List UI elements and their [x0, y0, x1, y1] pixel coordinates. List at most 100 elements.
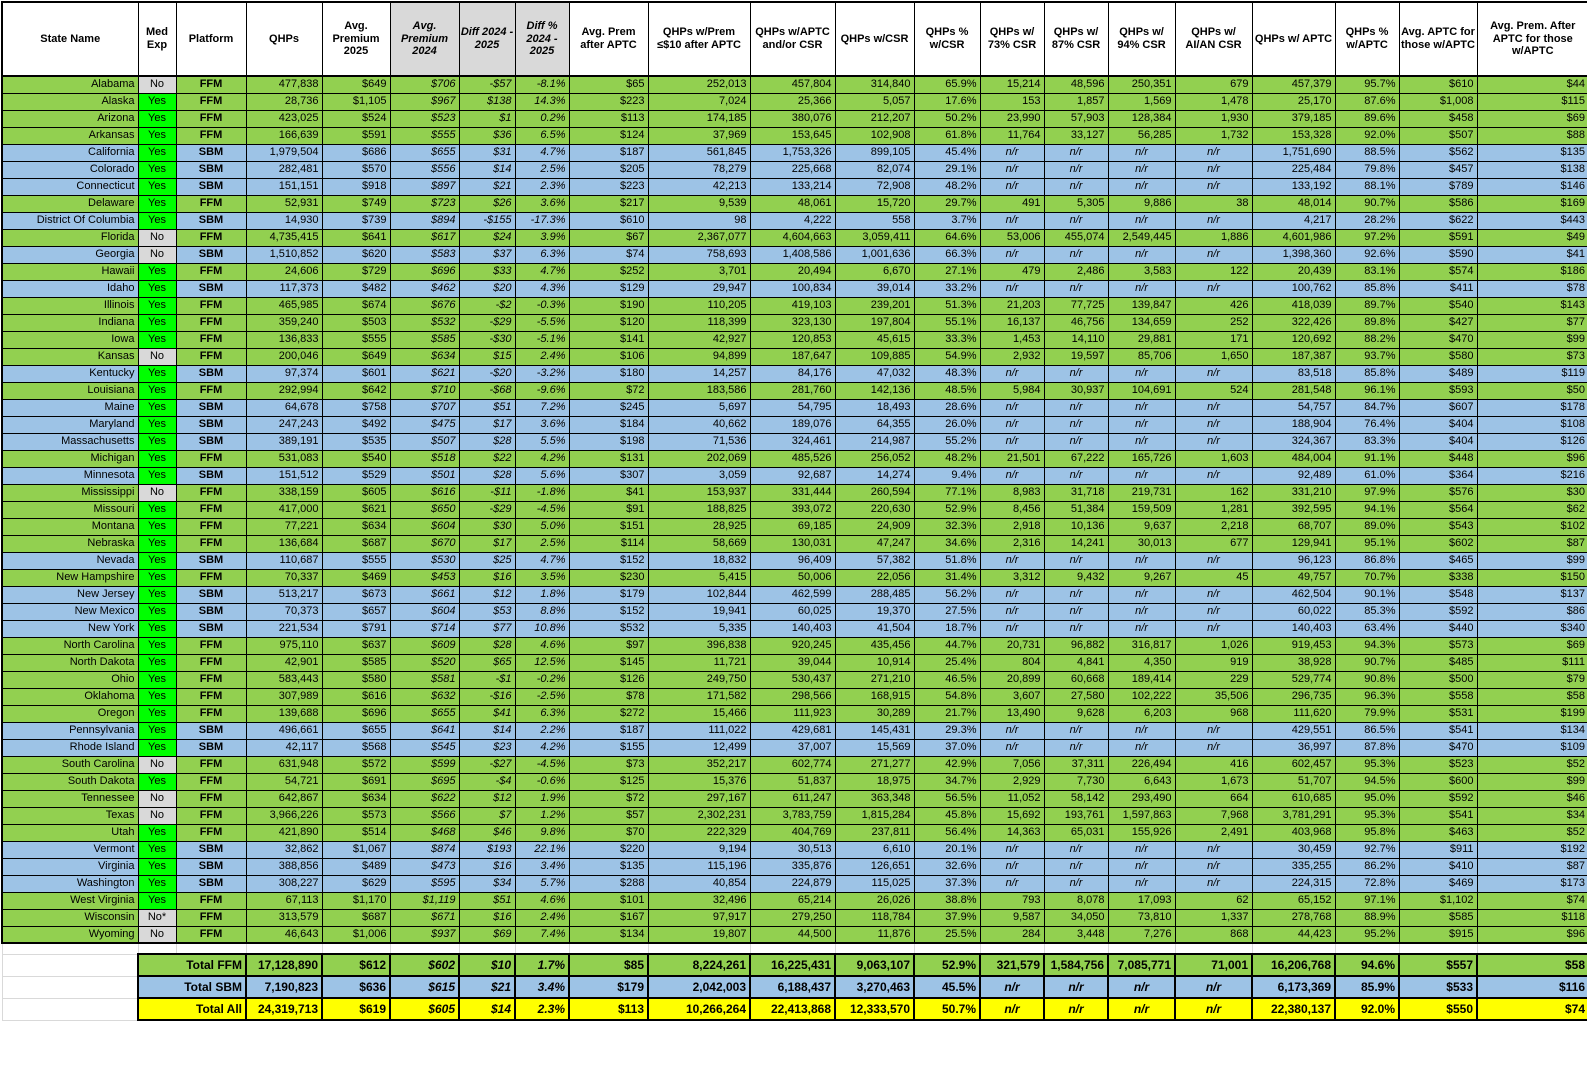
cell-avg-prem-after-aptc-w-aptc[interactable]: $87	[1476, 534, 1587, 553]
cell-qhps-73-csr[interactable]: n/r	[979, 602, 1045, 621]
cell-qhps-aian-csr[interactable]: 62	[1174, 891, 1253, 910]
empty-cell[interactable]	[245, 942, 323, 955]
cell-qhps-aptc-or-csr[interactable]: 279,250	[749, 908, 836, 927]
cell-diff-pct-2024-2025[interactable]: 4.7%	[514, 143, 570, 162]
cell-qhps-pct-csr[interactable]: 32.6%	[913, 857, 981, 876]
cell-qhps-prem-le-10-after-aptc[interactable]: 5,697	[647, 398, 751, 417]
cell-qhps-csr[interactable]: 11,876	[834, 925, 915, 944]
empty-cell[interactable]	[647, 942, 751, 955]
cell-diff-pct-2024-2025[interactable]: 1.8%	[514, 585, 570, 604]
cell-avg-premium-2025[interactable]: $489	[321, 857, 391, 876]
cell-qhps[interactable]: 465,985	[245, 296, 323, 315]
state-name-cell[interactable]: Maine	[1, 398, 139, 417]
state-name-cell[interactable]: Colorado	[1, 160, 139, 179]
cell-diff-pct-2024-2025[interactable]: -5.1%	[514, 330, 570, 349]
cell-avg-prem-after-aptc-w-aptc[interactable]: $52	[1476, 823, 1587, 842]
total-cell-avg-premium-2024[interactable]: $602	[389, 953, 460, 977]
cell-qhps-aptc[interactable]: 462,504	[1251, 585, 1336, 604]
cell-qhps[interactable]: 359,240	[245, 313, 323, 332]
cell-avg-prem-after-aptc[interactable]: $230	[568, 568, 649, 587]
empty-cell[interactable]	[389, 942, 460, 955]
cell-diff-pct-2024-2025[interactable]: 8.8%	[514, 602, 570, 621]
cell-avg-premium-2024[interactable]: $894	[389, 211, 460, 230]
cell-qhps-aptc-or-csr[interactable]: 30,513	[749, 840, 836, 859]
cell-qhps[interactable]: 24,606	[245, 262, 323, 281]
cell-qhps-aptc-or-csr[interactable]: 65,214	[749, 891, 836, 910]
cell-avg-premium-2024[interactable]: $655	[389, 143, 460, 162]
cell-avg-premium-2024[interactable]: $604	[389, 602, 460, 621]
cell-qhps-pct-csr[interactable]: 34.7%	[913, 772, 981, 791]
cell-avg-aptc-w-aptc[interactable]: $607	[1398, 398, 1478, 417]
cell-avg-aptc-w-aptc[interactable]: $602	[1398, 534, 1478, 553]
cell-qhps-csr[interactable]: 239,201	[834, 296, 915, 315]
cell-qhps-87-csr[interactable]: 77,725	[1043, 296, 1109, 315]
med-exp-cell[interactable]: Yes	[137, 857, 177, 876]
cell-qhps-94-csr[interactable]: 159,509	[1107, 500, 1176, 519]
cell-qhps-aptc-or-csr[interactable]: 281,760	[749, 381, 836, 400]
cell-avg-aptc-w-aptc[interactable]: $485	[1398, 653, 1478, 672]
state-name-cell[interactable]: Missouri	[1, 500, 139, 519]
cell-avg-aptc-w-aptc[interactable]: $911	[1398, 840, 1478, 859]
cell-qhps-73-csr[interactable]: 20,899	[979, 670, 1045, 689]
cell-avg-prem-after-aptc[interactable]: $190	[568, 296, 649, 315]
cell-diff-pct-2024-2025[interactable]: 7.4%	[514, 925, 570, 944]
cell-qhps-87-csr[interactable]: 67,222	[1043, 449, 1109, 468]
med-exp-cell[interactable]: No	[137, 806, 177, 825]
cell-qhps-73-csr[interactable]: 13,490	[979, 704, 1045, 723]
cell-diff-pct-2024-2025[interactable]: -3.2%	[514, 364, 570, 383]
cell-qhps-94-csr[interactable]: 73,810	[1107, 908, 1176, 927]
cell-avg-premium-2024[interactable]: $609	[389, 636, 460, 655]
cell-qhps-aptc-or-csr[interactable]: 44,500	[749, 925, 836, 944]
empty-cell[interactable]	[1, 942, 139, 955]
cell-qhps-pct-aptc[interactable]: 87.6%	[1334, 92, 1400, 111]
cell-diff-pct-2024-2025[interactable]: -8.1%	[514, 75, 570, 94]
cell-qhps-73-csr[interactable]: n/r	[979, 398, 1045, 417]
cell-qhps-csr[interactable]: 22,056	[834, 568, 915, 587]
cell-qhps-73-csr[interactable]: 284	[979, 925, 1045, 944]
state-name-cell[interactable]: Wisconsin	[1, 908, 139, 927]
state-name-cell[interactable]: Massachusetts	[1, 432, 139, 451]
cell-qhps[interactable]: 3,966,226	[245, 806, 323, 825]
cell-qhps-pct-aptc[interactable]: 96.3%	[1334, 687, 1400, 706]
cell-avg-premium-2024[interactable]: $475	[389, 415, 460, 434]
cell-qhps-aian-csr[interactable]: n/r	[1174, 738, 1253, 757]
cell-avg-prem-after-aptc-w-aptc[interactable]: $137	[1476, 585, 1587, 604]
empty-cell[interactable]	[913, 942, 981, 955]
cell-qhps-73-csr[interactable]: 2,932	[979, 347, 1045, 366]
cell-avg-prem-after-aptc[interactable]: $41	[568, 483, 649, 502]
total-cell-qhps-aptc[interactable]: 16,206,768	[1251, 953, 1336, 977]
cell-qhps[interactable]: 151,512	[245, 466, 323, 485]
cell-qhps-aptc-or-csr[interactable]: 224,879	[749, 874, 836, 893]
cell-avg-aptc-w-aptc[interactable]: $404	[1398, 415, 1478, 434]
total-cell-qhps-aian-csr[interactable]: n/r	[1174, 997, 1253, 1021]
cell-avg-premium-2024[interactable]: $617	[389, 228, 460, 247]
cell-qhps-pct-csr[interactable]: 66.3%	[913, 245, 981, 264]
platform-cell[interactable]: FFM	[175, 330, 247, 349]
total-cell-qhps-94-csr[interactable]: n/r	[1107, 997, 1176, 1021]
cell-qhps[interactable]: 28,736	[245, 92, 323, 111]
platform-cell[interactable]: FFM	[175, 925, 247, 944]
cell-qhps-aptc-or-csr[interactable]: 225,668	[749, 160, 836, 179]
cell-qhps-73-csr[interactable]: 804	[979, 653, 1045, 672]
cell-avg-premium-2025[interactable]: $634	[321, 789, 391, 808]
cell-diff-pct-2024-2025[interactable]: 3.4%	[514, 857, 570, 876]
cell-qhps-aptc[interactable]: 120,692	[1251, 330, 1336, 349]
cell-qhps-aptc[interactable]: 133,192	[1251, 177, 1336, 196]
cell-diff-2024-2025[interactable]: $28	[458, 466, 516, 485]
cell-qhps-pct-csr[interactable]: 29.7%	[913, 194, 981, 213]
cell-qhps-87-csr[interactable]: n/r	[1043, 619, 1109, 638]
cell-qhps-csr[interactable]: 212,207	[834, 109, 915, 128]
cell-qhps-aptc-or-csr[interactable]: 404,769	[749, 823, 836, 842]
empty-cell[interactable]	[321, 942, 391, 955]
platform-cell[interactable]: SBM	[175, 160, 247, 179]
column-header-20[interactable]: Avg. Prem. After APTC for those w/APTC	[1476, 1, 1587, 77]
column-header-19[interactable]: Avg. APTC for those w/APTC	[1398, 1, 1478, 77]
cell-qhps-94-csr[interactable]: n/r	[1107, 840, 1176, 859]
cell-qhps-csr[interactable]: 102,908	[834, 126, 915, 145]
cell-avg-aptc-w-aptc[interactable]: $573	[1398, 636, 1478, 655]
cell-qhps-prem-le-10-after-aptc[interactable]: 5,415	[647, 568, 751, 587]
cell-qhps-csr[interactable]: 47,247	[834, 534, 915, 553]
cell-avg-aptc-w-aptc[interactable]: $364	[1398, 466, 1478, 485]
cell-qhps-94-csr[interactable]: 9,886	[1107, 194, 1176, 213]
cell-qhps-pct-csr[interactable]: 55.1%	[913, 313, 981, 332]
